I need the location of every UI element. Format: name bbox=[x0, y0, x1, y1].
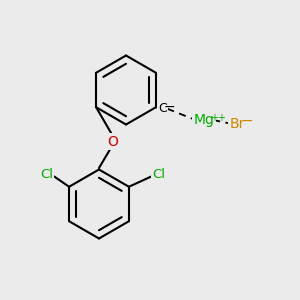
Text: Cl: Cl bbox=[152, 167, 166, 181]
Text: −: − bbox=[163, 100, 175, 114]
Text: −: − bbox=[242, 114, 253, 128]
Text: Br: Br bbox=[229, 117, 245, 130]
Text: ++: ++ bbox=[210, 112, 226, 123]
Text: C: C bbox=[158, 102, 167, 115]
Text: Cl: Cl bbox=[40, 167, 53, 181]
Text: Mg: Mg bbox=[194, 113, 214, 127]
Text: O: O bbox=[107, 135, 118, 148]
